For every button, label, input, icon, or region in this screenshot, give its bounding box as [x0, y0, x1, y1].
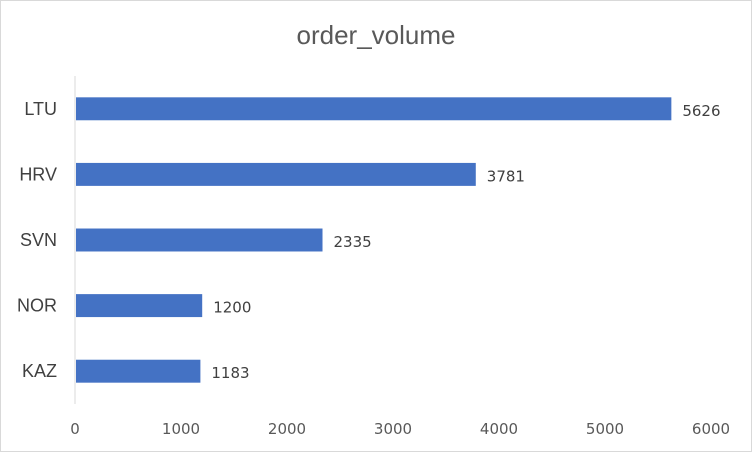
data-label-svn: 2335 [334, 233, 372, 251]
category-labels-group: LTU HRV SVN NOR KAZ [17, 99, 57, 381]
category-label-svn: SVN [20, 230, 57, 250]
data-label-ltu: 5626 [682, 102, 720, 120]
bar-ltu [76, 97, 672, 121]
x-tick-label-6000: 6000 [692, 420, 730, 438]
category-label-nor: NOR [17, 296, 57, 316]
x-tick-label-0: 0 [70, 420, 80, 438]
data-label-hrv: 3781 [487, 167, 525, 185]
category-label-hrv: HRV [19, 164, 57, 184]
category-label-ltu: LTU [24, 99, 57, 119]
x-tick-label-3000: 3000 [374, 420, 412, 438]
tick-labels-group: 0 1000 2000 3000 4000 5000 6000 [70, 420, 730, 438]
x-tick-label-5000: 5000 [586, 420, 624, 438]
bar-hrv [76, 162, 476, 186]
category-label-kaz: KAZ [22, 361, 57, 381]
x-tick-label-4000: 4000 [480, 420, 518, 438]
bar-kaz [76, 359, 201, 383]
x-tick-label-1000: 1000 [162, 420, 200, 438]
bar-nor [76, 294, 203, 318]
chart-title: order_volume [297, 20, 456, 50]
data-label-nor: 1200 [213, 299, 251, 317]
x-tick-label-2000: 2000 [268, 420, 306, 438]
data-label-kaz: 1183 [211, 364, 249, 382]
bar-svn [76, 228, 323, 252]
bars-group [76, 97, 672, 383]
data-labels-group: 5626 3781 2335 1200 1183 [211, 102, 720, 382]
